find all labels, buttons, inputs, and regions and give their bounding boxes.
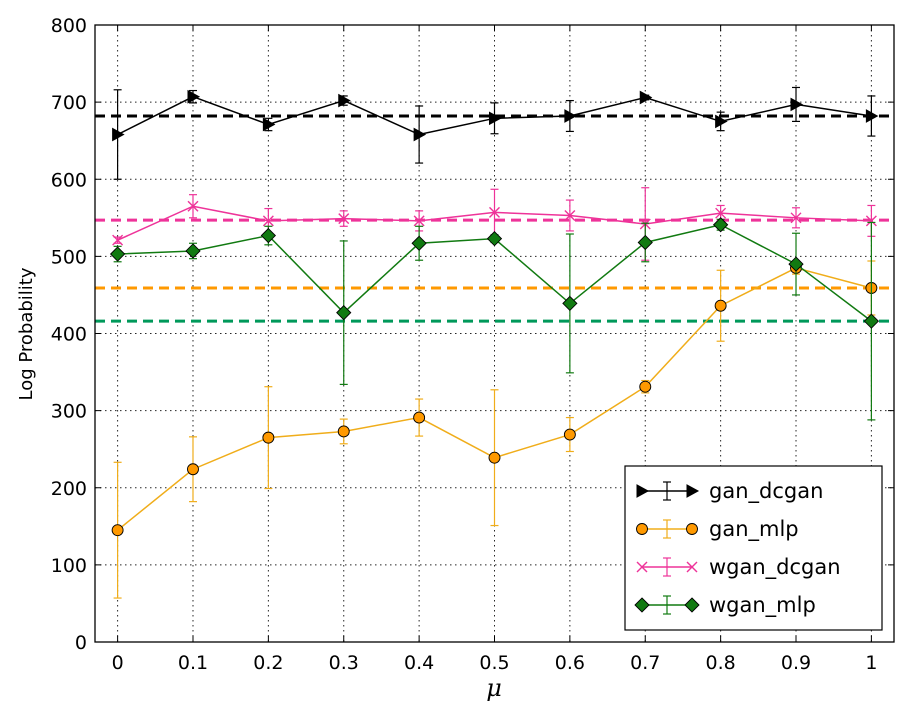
legend-marker [684,597,700,613]
wgan_dcgan-point-stroke [413,215,425,227]
y-tick-label: 200 [51,478,87,500]
y-tick-label: 0 [75,632,87,654]
wgan_dcgan-point [413,215,425,227]
wgan_mlp-point [109,246,126,262]
x-tick-label: 0.5 [479,652,509,674]
gan_dcgan-point [564,109,577,123]
y-tick-label: 100 [51,555,87,577]
y-tick-label: 600 [51,169,87,191]
gan_mlp-point [639,380,652,393]
series-group [109,86,880,599]
x-tick-label: 1 [865,652,877,674]
legend-item-gan_dcgan: gan_dcgan [636,479,823,504]
wgan_mlp-point [788,256,804,272]
legend-marker [636,484,650,498]
y-tick-label: 400 [51,324,87,346]
gan_mlp-point [714,299,727,312]
gan_dcgan-point [489,111,502,126]
legend: gan_dcgan gan_mlp wgan_dcgan wgan_mlp [624,465,883,631]
wgan_dcgan-point-stroke [715,207,727,219]
wgan_mlp-point [712,217,729,233]
x-tick-label: 0.3 [329,652,359,674]
gan_dcgan-point [187,89,201,104]
wgan_dcgan-point-stroke [790,212,802,224]
wgan_mlp-point [185,243,201,259]
legend-item-wgan_dcgan: wgan_dcgan [636,555,841,580]
wgan_dcgan-point-stroke [865,215,877,227]
legend-label: wgan_mlp [709,593,816,618]
wgan_mlp-point [336,305,352,321]
legend-item-gan_mlp: gan_mlp [636,517,799,542]
x-tick-label: 0.8 [706,652,736,674]
wgan_dcgan-point [790,212,802,224]
gan_dcgan-point [112,127,125,142]
wgan_dcgan-point [262,215,274,227]
legend-label: wgan_dcgan [709,555,841,580]
legend-marker [636,523,648,535]
legend-marker [686,523,698,535]
y-tick-label: 800 [51,15,87,37]
baselines [95,114,894,323]
wgan_dcgan-point-stroke [112,234,124,246]
legend-marker [636,561,648,573]
gan_mlp-point [413,411,426,424]
gan_mlp-point [187,463,199,476]
gan_dcgan-point [639,90,653,105]
wgan_mlp-point [562,295,578,312]
wgan_dcgan-point-stroke [564,210,576,221]
x-tick-label: 0.7 [630,652,660,674]
x-tick-label: 0 [112,652,124,674]
y-tick-label: 500 [51,246,87,268]
wgan_dcgan-point [187,200,199,212]
legend-label: gan_dcgan [709,479,823,504]
legend-marker-stroke [636,561,648,573]
y-axis-label: Log Probability [16,267,37,400]
axis-ticks: 0 0.1 0.2 0.3 0.4 0.5 0.6 0.7 0.8 0.9 1 0 100 200 300 4… [51,15,894,674]
wgan_dcgan-point [564,210,576,221]
gan_mlp-point [262,431,275,444]
x-tick-label: 0.6 [555,652,585,674]
legend-box [624,465,883,631]
gan_dcgan-point [865,109,879,123]
gan_mlp-point [563,428,576,441]
wgan_dcgan-point [338,213,350,225]
gan_mlp-point [337,425,350,438]
wgan_mlp-series [109,217,880,421]
wgan_dcgan-point [489,206,500,218]
legend-marker [686,484,700,498]
x-tick-label: 0.4 [404,652,434,674]
gan_dcgan-point [262,117,276,132]
gan_mlp-point [488,451,501,464]
x-tick-label: 0.9 [781,652,811,674]
wgan_dcgan-point [112,234,124,246]
wgan_dcgan-point-stroke [187,200,199,212]
wgan_dcgan-point [865,215,877,227]
legend-marker [686,561,698,573]
legend-label: gan_mlp [709,517,799,542]
wgan_mlp-point [486,230,503,247]
wgan_mlp-point [637,234,653,251]
wgan_dcgan-point-stroke [489,206,500,218]
legend-marker-stroke [686,561,698,573]
legend-marker [634,597,650,613]
gan_mlp-point [111,524,124,537]
x-tick-label: 0.2 [253,652,283,674]
x-tick-label: 0.1 [178,652,208,674]
legend-item-wgan_mlp: wgan_mlp [634,593,816,618]
wgan_mlp-point [411,235,427,251]
wgan_mlp-point [260,227,277,244]
gan_dcgan-point [790,97,804,112]
x-axis-label: μ [486,674,502,702]
y-tick-label: 300 [51,401,87,423]
gan_dcgan-point [413,127,427,142]
y-tick-label: 700 [51,92,87,114]
wgan_dcgan-point [715,207,727,219]
gan_dcgan-series [112,86,879,180]
gan_dcgan-point [338,93,351,108]
wgan_dcgan-point-stroke [338,213,350,225]
wgan_dcgan-point-stroke [262,215,274,227]
wgan_mlp-point [863,313,880,329]
gan_dcgan-point [715,114,728,129]
